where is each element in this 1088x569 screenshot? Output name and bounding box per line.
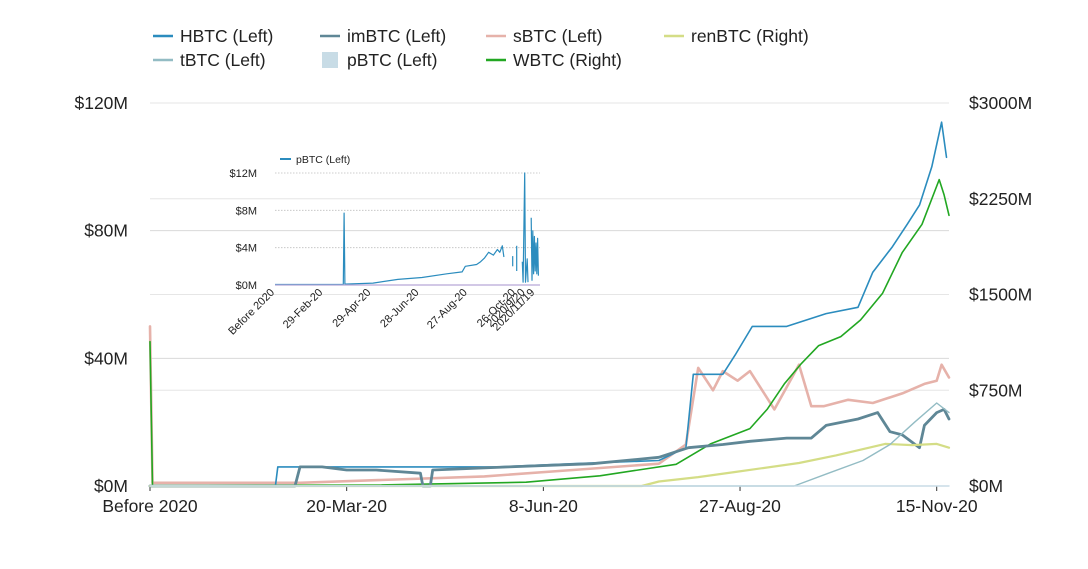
inset-y-tick-label: $8M: [236, 205, 257, 217]
x-tick-label: 27-Aug-20: [699, 496, 781, 516]
inset-y-tick-label: $4M: [236, 243, 257, 255]
series-line-sbtc: [148, 325, 951, 485]
series-line-imbtc: [148, 408, 951, 488]
inset-x-tick-label: 29-Apr-20: [330, 287, 373, 330]
series-line-tbtc: [149, 402, 950, 487]
y-left-tick-label: $40M: [84, 348, 128, 368]
y-right-tick-label: $0M: [969, 476, 1003, 496]
inset-x-tick-label: 27-Aug-20: [425, 287, 470, 332]
legend-label-1: imBTC (Left): [347, 26, 446, 46]
y-right-tick-label: $1500M: [969, 285, 1032, 305]
y-left-tick-label: $0M: [94, 476, 128, 496]
legend-label-4: tBTC (Left): [180, 50, 266, 70]
legend-label-0: HBTC (Left): [180, 26, 273, 46]
legend-label-5: pBTC (Left): [347, 50, 437, 70]
y-right-tick-label: $2250M: [969, 189, 1032, 209]
x-tick-label: 15-Nov-20: [896, 496, 978, 516]
inset-series-pbtc-segment: [530, 217, 539, 281]
y-right-tick-label: $3000M: [969, 93, 1032, 113]
legend-swatch-5: [322, 52, 338, 68]
y-right-tick-label: $750M: [969, 380, 1023, 400]
series-line-hbtc: [149, 121, 948, 487]
x-tick-label: Before 2020: [102, 496, 198, 516]
series-line-renbtc: [148, 442, 951, 488]
x-tick-label: 20-Mar-20: [306, 496, 387, 516]
legend-label-3: renBTC (Right): [691, 26, 809, 46]
inset-x-tick-label: 29-Feb-20: [281, 287, 325, 331]
legend-label-6: WBTC (Right): [513, 50, 622, 70]
inset-legend-label: pBTC (Left): [296, 154, 350, 166]
inset-y-tick-label: $12M: [229, 168, 257, 180]
inset-series-pbtc-segment: [521, 172, 529, 283]
series-line-wbtc: [149, 178, 950, 487]
inset-series-pbtc-segment: [275, 212, 505, 286]
legend-label-2: sBTC (Left): [513, 26, 602, 46]
y-left-tick-label: $80M: [84, 221, 128, 241]
inset-x-tick-label: 28-Jun-20: [378, 287, 422, 331]
x-tick-label: 8-Jun-20: [509, 496, 578, 516]
y-left-tick-label: $120M: [74, 93, 128, 113]
inset-y-tick-label: $0M: [236, 280, 257, 292]
